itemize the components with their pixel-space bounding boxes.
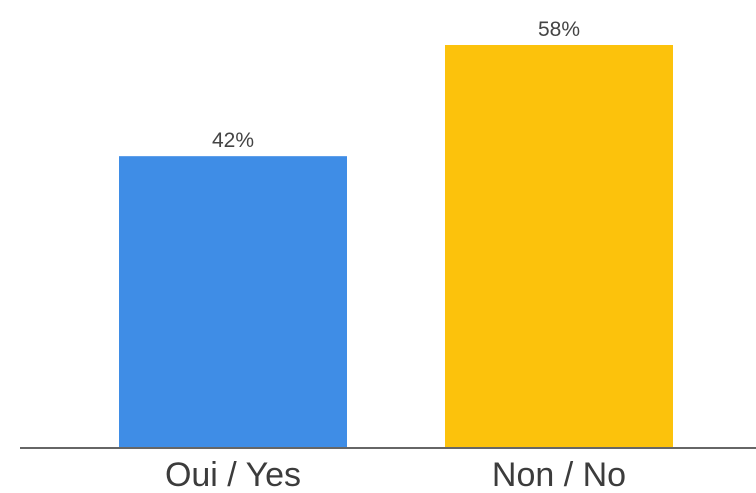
data-label-0: 42% xyxy=(212,129,254,152)
bars-group xyxy=(119,45,673,448)
x-tick-label-0: Oui / Yes xyxy=(165,456,301,493)
labels-group: 42% Oui / Yes 58% Non / No xyxy=(165,18,626,493)
data-label-1: 58% xyxy=(538,18,580,41)
bar-0 xyxy=(119,156,347,448)
x-tick-label-1: Non / No xyxy=(492,456,626,493)
bar-1 xyxy=(445,45,673,448)
